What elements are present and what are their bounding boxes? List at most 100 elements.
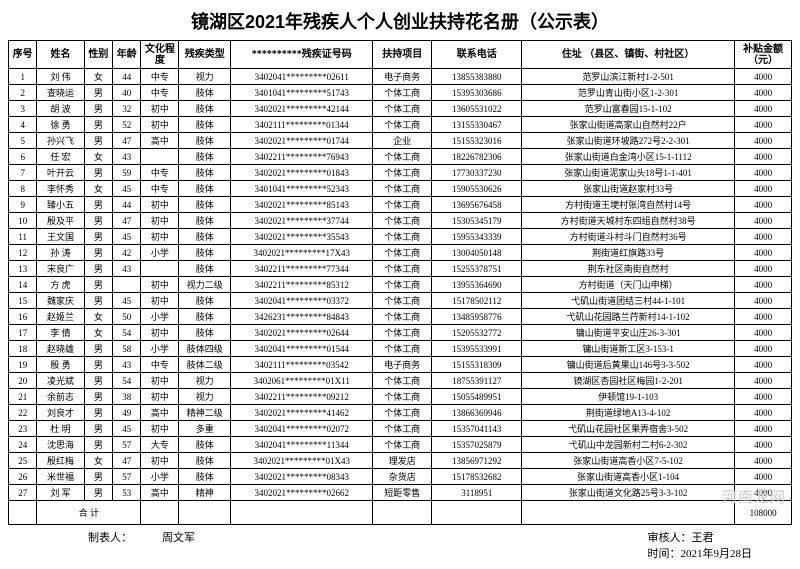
table-cell: 40 (113, 85, 141, 101)
table-cell: 4000 (735, 485, 792, 501)
table-cell: 4000 (735, 85, 792, 101)
table-cell: 3402021*********02644 (231, 325, 373, 341)
table-cell: 4000 (735, 165, 792, 181)
table-cell: 弋矶山街道团结三村44-1-101 (522, 293, 735, 309)
table-cell: 小学 (141, 341, 179, 357)
table-cell: 个体工商 (373, 165, 432, 181)
table-cell: 3402021*********85143 (231, 197, 373, 213)
table-cell: 3402111*********03542 (231, 357, 373, 373)
table-cell: 43 (113, 149, 141, 165)
table-cell: 15395303686 (432, 85, 522, 101)
table-cell: 4000 (735, 245, 792, 261)
table-cell: 镛山街道后黄果山146号3-3-502 (522, 357, 735, 373)
table-cell: 3 (9, 101, 37, 117)
table-cell: 20 (9, 373, 37, 389)
table-cell: 刘 军 (37, 485, 84, 501)
table-cell: 男 (84, 133, 112, 149)
table-cell: 15357041143 (432, 421, 522, 437)
table-row: 1刘 伟女44中专视力3402041*********02611电子商务1385… (9, 69, 792, 85)
table-cell: 45 (113, 229, 141, 245)
table-cell: 视力二级 (179, 277, 231, 293)
table-cell: 叶开云 (37, 165, 84, 181)
table-cell: 肢体 (179, 133, 231, 149)
table-cell: 李怀秀 (37, 181, 84, 197)
table-cell: 13004050148 (432, 245, 522, 261)
table-cell: 3402021*********37744 (231, 213, 373, 229)
table-cell: 张家山街道高家山自然村22户 (522, 117, 735, 133)
table-cell: 13866369946 (432, 405, 522, 421)
table-cell: 肢体 (179, 229, 231, 245)
table-cell: 镛山街道新工区3-153-1 (522, 341, 735, 357)
table-cell: 男 (84, 405, 112, 421)
table-cell: 4000 (735, 373, 792, 389)
table-cell: 个体工商 (373, 309, 432, 325)
table-cell: 19 (9, 357, 37, 373)
table-cell: 16 (9, 309, 37, 325)
table-cell: 小学 (141, 469, 179, 485)
table-row: 19殷 勇男43中专肢体二级3402111*********03542电子商务1… (9, 357, 792, 373)
table-cell: 个体工商 (373, 117, 432, 133)
table-cell: 张家山街道赵家村33号 (522, 181, 735, 197)
table-cell: 15 (9, 293, 37, 309)
table-row: 8李怀秀女45中专肢体3401041*********52343个体工商1590… (9, 181, 792, 197)
table-cell: 男 (84, 197, 112, 213)
table-cell: 3402021*********02662 (231, 485, 373, 501)
table-cell: 50 (113, 309, 141, 325)
table-row: 21余前志男38初中视力3402211*********09212个体工商150… (9, 389, 792, 405)
table-cell: 余前志 (37, 389, 84, 405)
table-cell: 个体工商 (373, 229, 432, 245)
table-cell: 殷及平 (37, 213, 84, 229)
table-cell: 个体工商 (373, 149, 432, 165)
table-cell: 13 (9, 261, 37, 277)
table-cell: 3402111*********01344 (231, 117, 373, 133)
table-cell: 4000 (735, 389, 792, 405)
table-cell: 肢体 (179, 245, 231, 261)
table-cell: 3426231*********84843 (231, 309, 373, 325)
table-row: 26米世福男57小学肢体3402021*********08343杂货店1517… (9, 469, 792, 485)
table-cell: 54 (113, 373, 141, 389)
table-cell: 个体工商 (373, 389, 432, 405)
table-cell: 4000 (735, 133, 792, 149)
table-cell: 肢体 (179, 181, 231, 197)
table-cell: 肢体 (179, 437, 231, 453)
table-cell: 58 (113, 341, 141, 357)
table-cell: 电子商务 (373, 69, 432, 85)
table-cell: 多重 (179, 421, 231, 437)
preparer-label: 制表人： (88, 529, 132, 561)
table-cell: 视力 (179, 373, 231, 389)
table-cell: 个体工商 (373, 373, 432, 389)
table-cell: 53 (113, 485, 141, 501)
table-cell: 男 (84, 293, 112, 309)
col-seq: 序号 (9, 41, 37, 69)
table-row: 7叶开云男59中专肢体3402021*********01843个体工商1773… (9, 165, 792, 181)
table-cell: 59 (113, 165, 141, 181)
table-cell: 15155318309 (432, 357, 522, 373)
table-row: 2查晓运男40中专肢体3401041*********51743个体工商1539… (9, 85, 792, 101)
table-cell: 男 (84, 469, 112, 485)
table-cell: 个体工商 (373, 213, 432, 229)
table-row: 22刘良才男49高中精神二级3402021*********41462个体工商1… (9, 405, 792, 421)
table-cell: 男 (84, 373, 112, 389)
table-cell: 2 (9, 85, 37, 101)
table-cell: 男 (84, 261, 112, 277)
table-cell: 个体工商 (373, 325, 432, 341)
table-cell: 肢体 (179, 117, 231, 133)
table-cell: 15205532772 (432, 325, 522, 341)
table-cell: 4000 (735, 421, 792, 437)
table-cell: 李 倩 (37, 325, 84, 341)
table-cell: 49 (113, 405, 141, 421)
table-cell: 4000 (735, 309, 792, 325)
table-row: 14方 虎男初中视力二级3402211*********85312个体工商139… (9, 277, 792, 293)
table-cell: 3402021*********01843 (231, 165, 373, 181)
col-name: 姓名 (37, 41, 84, 69)
table-cell: 3118951 (432, 485, 522, 501)
table-cell: 10 (9, 213, 37, 229)
table-cell: 精神 (179, 485, 231, 501)
table-cell: 张家山街道白金湾小区15-1-1112 (522, 149, 735, 165)
table-cell: 15055489951 (432, 389, 522, 405)
table-cell: 肢体 (179, 165, 231, 181)
table-cell: 3402021*********08343 (231, 469, 373, 485)
table-cell: 24 (9, 437, 37, 453)
table-row: 11王文国男45初中肢体3402021*********35543个体工商159… (9, 229, 792, 245)
table-cell: 刘良才 (37, 405, 84, 421)
